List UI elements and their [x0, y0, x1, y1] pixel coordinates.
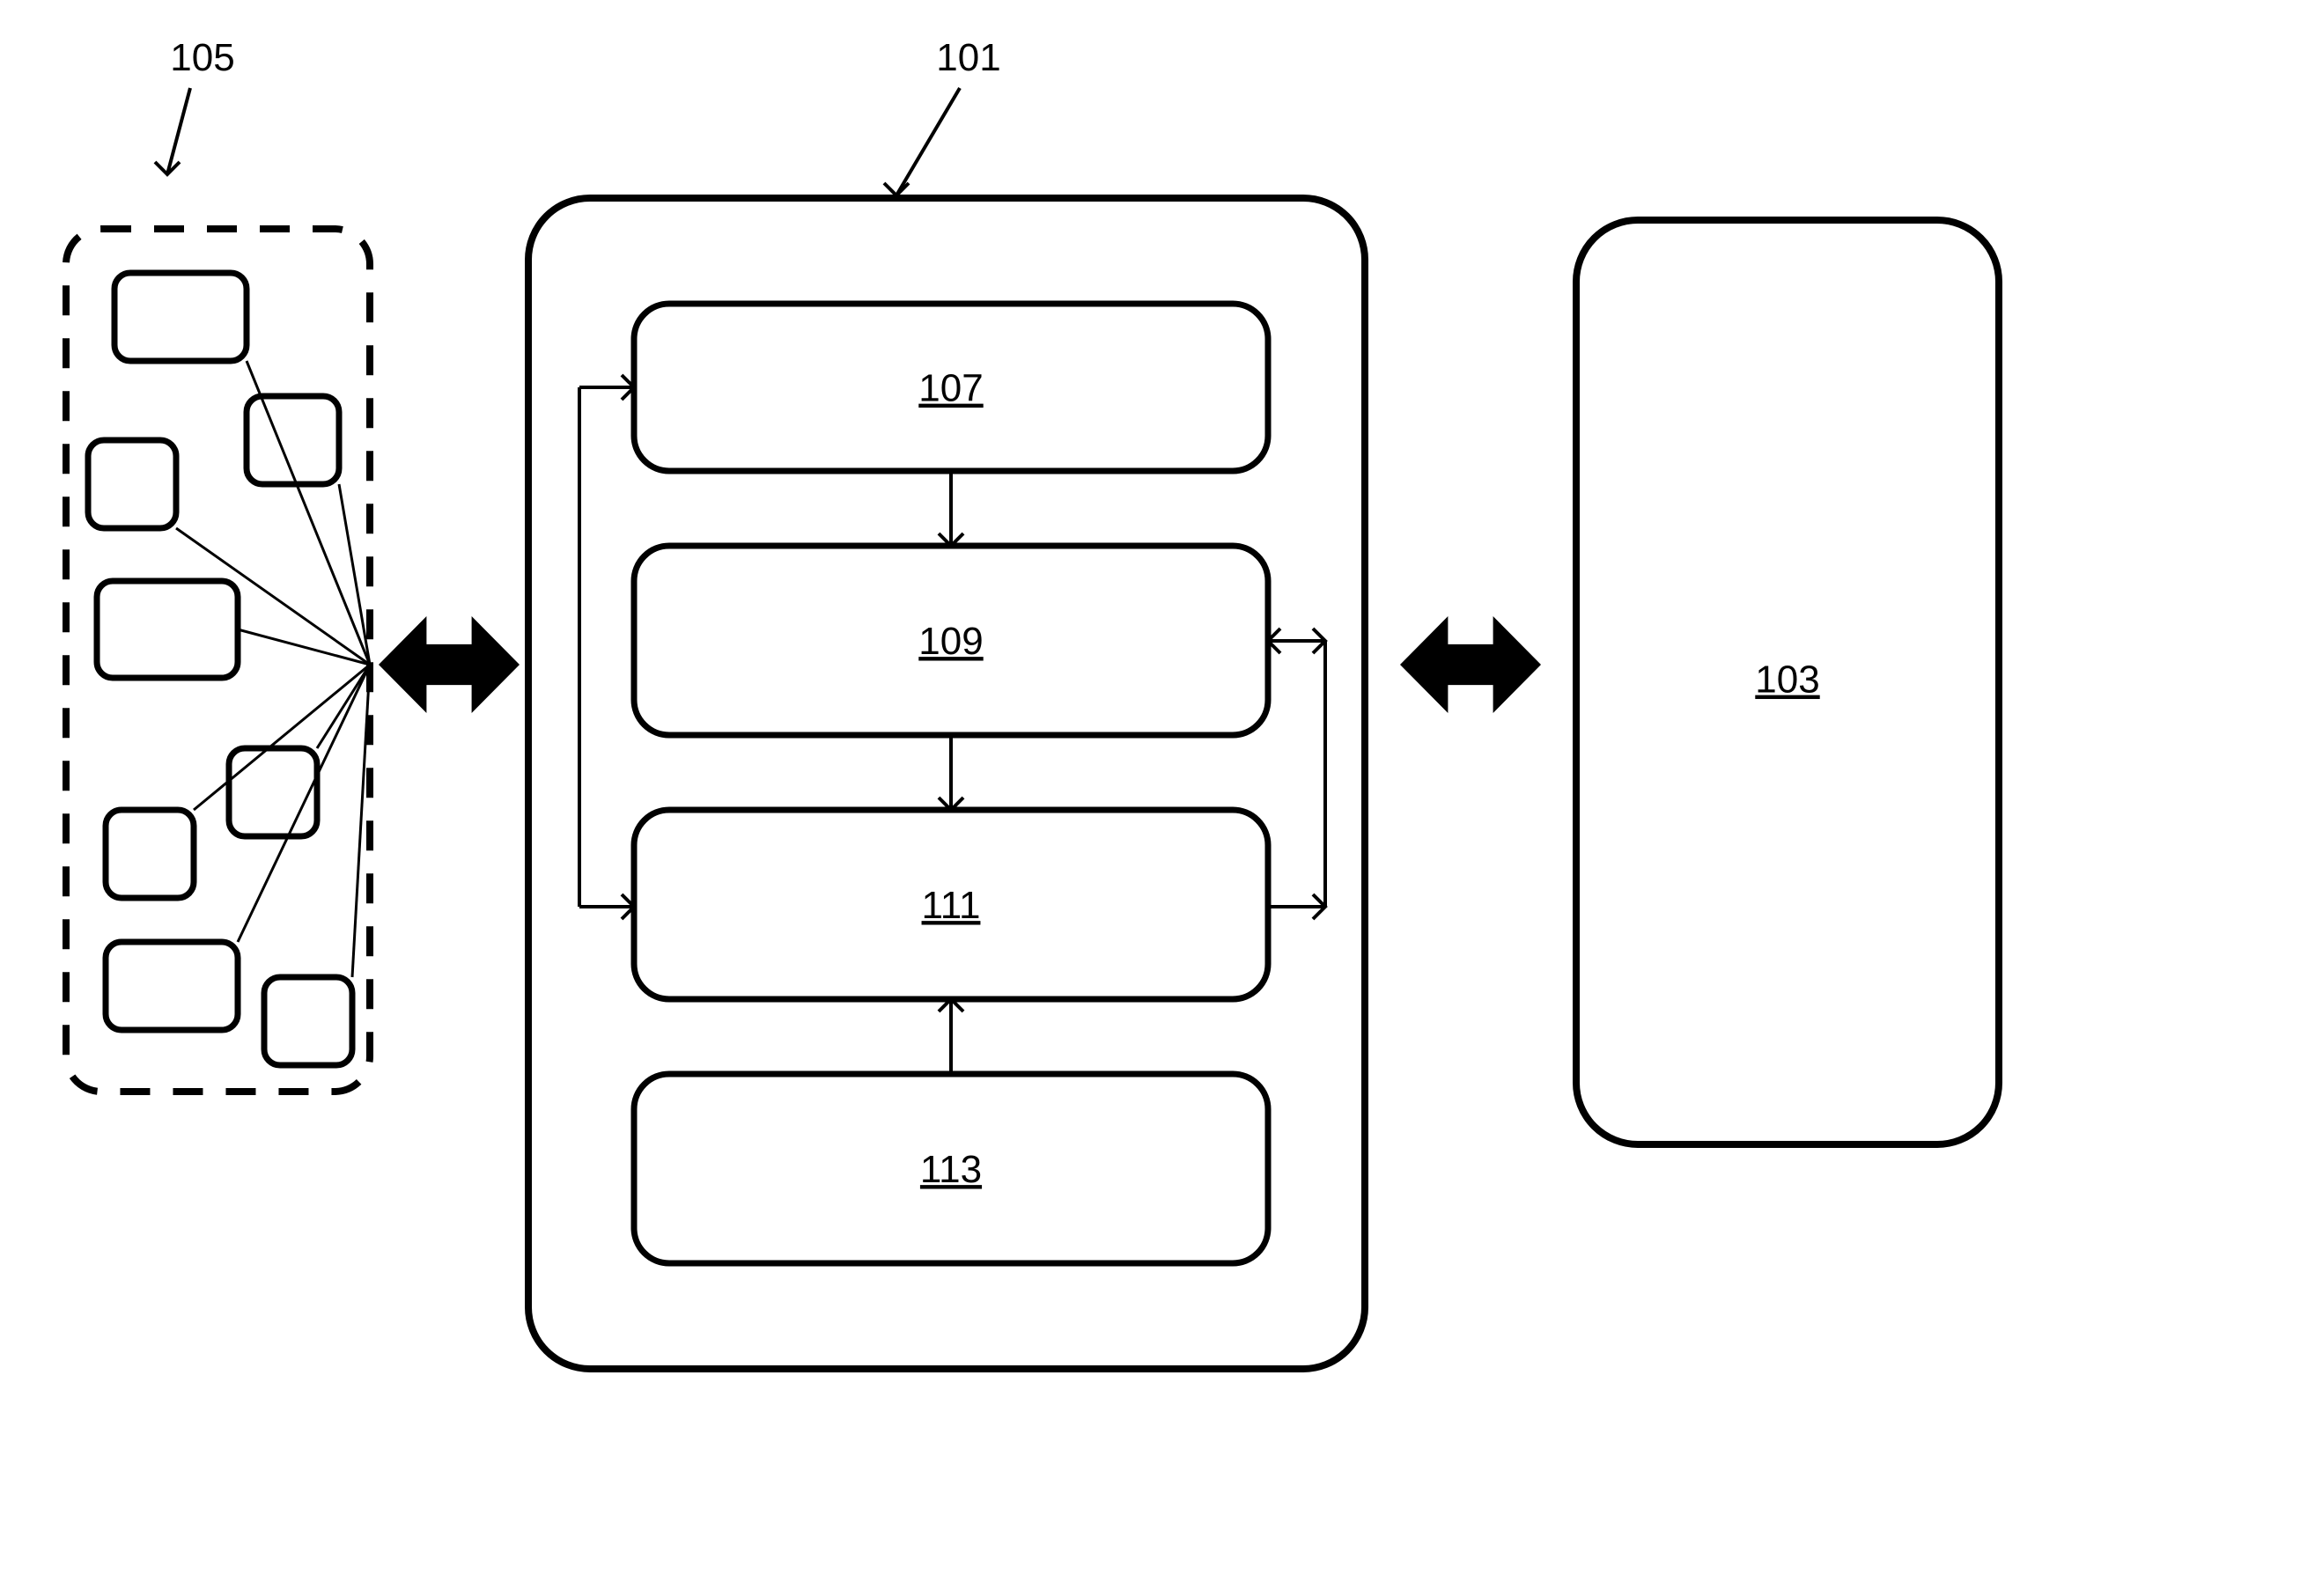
- label-113: 113: [920, 1148, 982, 1191]
- small-box-5: [106, 810, 194, 898]
- bidirectional-arrow: [379, 616, 520, 713]
- callout-101: 101: [936, 36, 1000, 79]
- small-box-7: [264, 977, 352, 1065]
- small-box-1: [247, 396, 339, 484]
- small-box-4: [229, 748, 317, 836]
- bidirectional-arrow: [1400, 616, 1541, 713]
- small-box-0: [114, 273, 247, 361]
- label-109: 109: [918, 620, 983, 663]
- small-box-2: [88, 440, 176, 528]
- small-box-3: [97, 581, 238, 678]
- label-107: 107: [918, 367, 983, 410]
- callout-105: 105: [170, 36, 234, 79]
- label-103: 103: [1755, 658, 1819, 702]
- small-box-6: [106, 942, 238, 1030]
- label-111: 111: [922, 884, 981, 927]
